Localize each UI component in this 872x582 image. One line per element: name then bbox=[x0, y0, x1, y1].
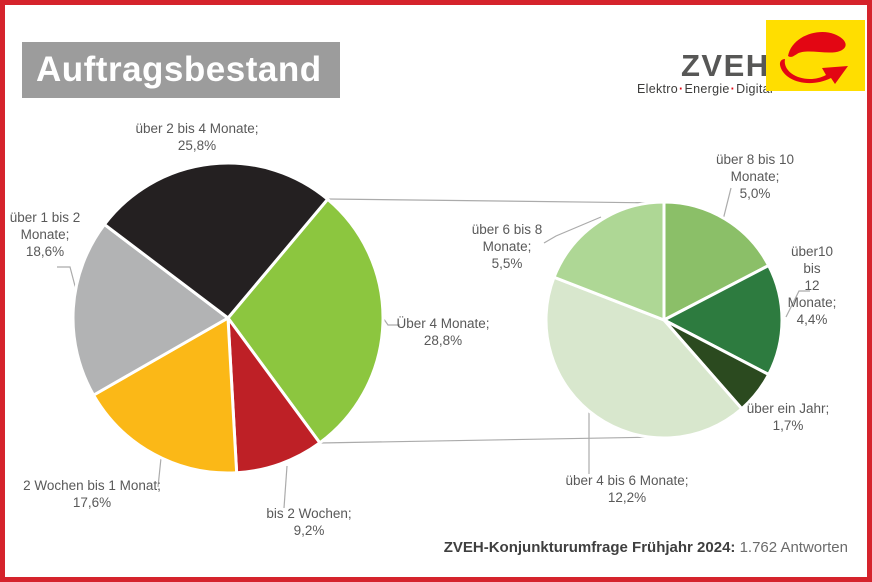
connector-line-bottom bbox=[319, 436, 662, 444]
page-title: Auftragsbestand bbox=[22, 42, 340, 98]
leader-line-bis-2-wochen bbox=[283, 465, 288, 509]
detail-pie bbox=[544, 200, 784, 440]
callout-ueber-1-bis-2-monate: über 1 bis 2 Monate; 18,6% bbox=[9, 210, 81, 259]
tagline-dot-icon: · bbox=[679, 82, 684, 96]
pie-slice-ueber10-bis-12-monate bbox=[662, 264, 784, 376]
callout-ueber-4-monate: Über 4 Monate; 28,8% bbox=[396, 316, 490, 348]
callout-ueber-2-bis-4-monate: über 2 bis 4 Monate; 25,8% bbox=[135, 121, 259, 153]
callout-ueber-4-bis-6-monate: über 4 bis 6 Monate; 12,2% bbox=[565, 473, 689, 505]
zveh-logo-wordmark: ZVEH bbox=[681, 48, 770, 83]
pie-slice-ueber-8-bis-10-monate bbox=[662, 200, 771, 322]
callout-ueber-10-bis-12-monate: über10 bis 12 Monate; 4,4% bbox=[787, 244, 837, 327]
leader-line-ueber-6-bis-8-monate bbox=[543, 216, 602, 244]
callout-ueber-ein-jahr: über ein Jahr; 1,7% bbox=[746, 401, 830, 433]
connector-line-top bbox=[327, 198, 665, 204]
callout-ueber-6-bis-8-monate: über 6 bis 8 Monate; 5,5% bbox=[471, 222, 543, 271]
callout-ueber-8-bis-10-monate: über 8 bis 10 Monate; 5,0% bbox=[715, 152, 795, 201]
pie-slice-ueber-2-bis-4-monate bbox=[102, 161, 330, 320]
callout-bis-2-wochen: bis 2 Wochen; 9,2% bbox=[266, 506, 352, 538]
tagline-part: Digital bbox=[736, 82, 773, 96]
pie-slice-ueber-1-bis-2-monate bbox=[71, 222, 230, 397]
tagline-dot-icon: · bbox=[730, 82, 736, 96]
pie-slice-ueber-4-bis-6-monate bbox=[544, 275, 744, 440]
pie-slice-ueber-4-monate bbox=[226, 197, 385, 445]
source-label: ZVEH-Konjunkturumfrage Frühjahr 2024: bbox=[443, 539, 736, 556]
responses-count: 1.762 Antworten bbox=[739, 539, 848, 556]
source-note: ZVEH-Konjunkturumfrage Frühjahr 2024: 1.… bbox=[444, 539, 848, 556]
pie-slice-bis-2-wochen bbox=[226, 316, 322, 475]
tagline-part: Energie bbox=[684, 82, 730, 96]
callout-2-wochen-bis-1-monat: 2 Wochen bis 1 Monat; 17,6% bbox=[23, 478, 161, 510]
zveh-logo-mark bbox=[766, 20, 865, 91]
main-pie bbox=[71, 161, 385, 475]
zveh-logo-tagline: Elektro·Energie·Digital bbox=[637, 82, 773, 96]
tagline-part: Elektro bbox=[637, 82, 679, 96]
zveh-e-swoosh-icon bbox=[779, 32, 848, 84]
leader-line-ueber-10-bis-12-monate bbox=[785, 290, 810, 318]
pie-slice-ueber-6-bis-8-monate bbox=[552, 200, 666, 322]
leader-line-2-wochen-bis-1-monat bbox=[157, 457, 162, 488]
pie-slice-2-wochen-bis-1-monat bbox=[92, 316, 239, 475]
